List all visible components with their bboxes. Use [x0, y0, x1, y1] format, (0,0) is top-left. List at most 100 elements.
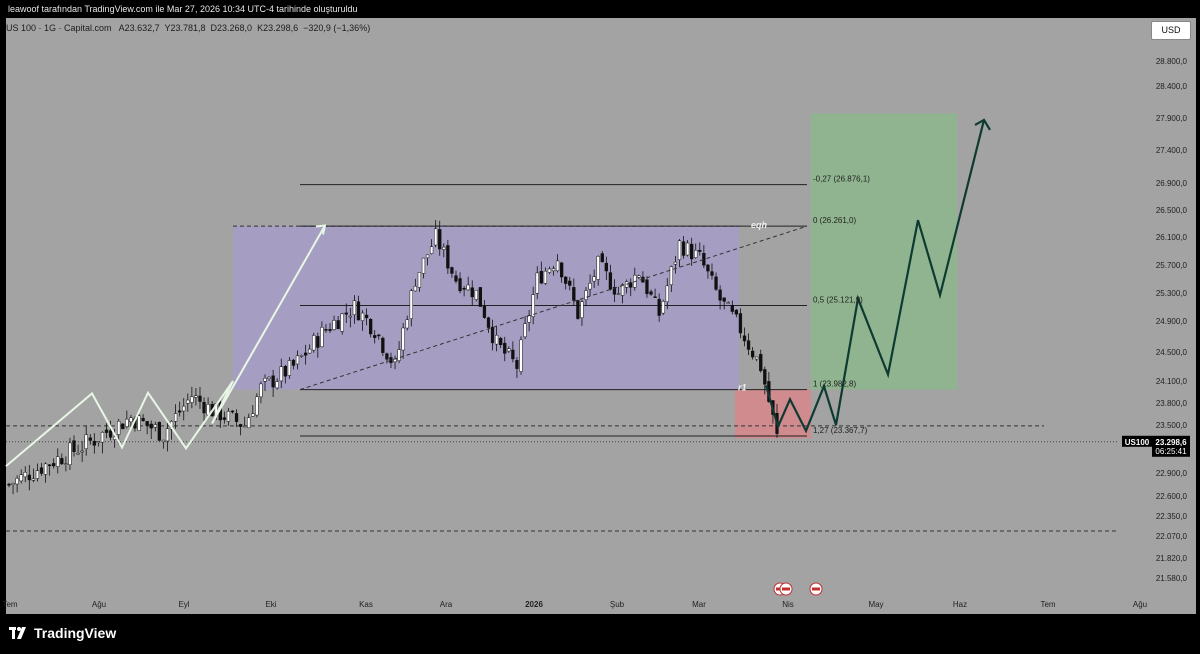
y-axis-tick-label: 23.500,0: [1156, 421, 1188, 430]
candle-body: [653, 296, 657, 298]
candle-body: [226, 411, 231, 422]
tradingview-logo[interactable]: TradingView: [9, 625, 116, 641]
candle-body: [202, 402, 206, 414]
candle-body: [348, 315, 352, 318]
candle-body: [442, 246, 446, 250]
candle-body: [100, 432, 105, 443]
candle-body: [80, 450, 84, 453]
candle-body: [718, 289, 722, 301]
candle-body: [121, 423, 125, 430]
candle-body: [35, 470, 40, 479]
candle-body: [271, 375, 275, 388]
candle-body: [145, 421, 149, 426]
candle-body: [84, 434, 88, 449]
candle-body: [446, 245, 450, 269]
candle-body: [263, 377, 267, 382]
candle-body: [299, 355, 304, 357]
candle-body: [369, 319, 373, 335]
candle-body: [466, 284, 470, 291]
price-label-value: 23.298,6: [1155, 438, 1187, 447]
candle-body: [385, 353, 389, 360]
candle-body: [580, 301, 584, 318]
candle-body: [125, 418, 129, 427]
y-axis-tick-label: 21.820,0: [1156, 554, 1188, 563]
y-axis-tick-label: 25.700,0: [1156, 261, 1188, 270]
y-axis-tick-label: 24.500,0: [1156, 348, 1188, 357]
candle-body: [629, 282, 633, 288]
y-axis-tick-label: 22.070,0: [1156, 532, 1188, 541]
candle-body: [397, 349, 401, 361]
candle-body: [555, 260, 560, 272]
y-axis-tick-label: 22.600,0: [1156, 492, 1188, 501]
currency-button[interactable]: USD: [1151, 21, 1191, 40]
candle-body: [194, 395, 198, 398]
candle-body: [178, 410, 182, 413]
candle-body: [738, 313, 743, 334]
candle-body: [316, 336, 320, 348]
y-axis-tick-label: 24.100,0: [1156, 377, 1188, 386]
candle-body: [332, 320, 336, 330]
annotation-eqh: eqh: [751, 220, 768, 230]
candle-body: [141, 417, 145, 422]
x-axis-tick-label: Kas: [359, 600, 373, 609]
candle-body: [360, 312, 365, 321]
candle-body: [507, 348, 511, 352]
candle-body: [438, 229, 442, 250]
candle-body: [117, 420, 121, 435]
candle-body: [356, 301, 361, 321]
candle-body: [11, 483, 15, 485]
candle-body: [750, 350, 755, 358]
candle-body: [755, 356, 759, 360]
candle-body: [742, 335, 747, 342]
price-label-symbol: US100: [1125, 438, 1150, 447]
candle-body: [604, 262, 608, 272]
candle-body: [535, 272, 539, 294]
candle-body: [243, 425, 247, 428]
candle-body: [511, 349, 515, 360]
candle-body: [462, 288, 466, 290]
candle-body: [454, 275, 458, 282]
attribution-bar: leawoof tarafından TradingView.com ile M…: [0, 0, 1200, 18]
candle-body: [56, 456, 60, 467]
candle-body: [405, 319, 409, 329]
x-axis-tick-label: Mar: [692, 600, 706, 609]
candle-body: [694, 249, 698, 258]
candle-body: [486, 317, 491, 328]
candle-body: [344, 312, 348, 315]
price-label-box: [1152, 435, 1190, 457]
candle-body: [588, 282, 592, 290]
candle-body: [165, 428, 170, 442]
candle-body: [649, 291, 653, 295]
candle-body: [72, 440, 76, 452]
candle-body: [759, 354, 763, 372]
candle-body: [490, 326, 495, 344]
candle-body: [287, 360, 292, 376]
y-axis-tick-label: 27.400,0: [1156, 146, 1188, 155]
price-chart[interactable]: -0,27 (26.876,1) 0 (26.261,0) 0,5 (25.121,…: [0, 0, 1200, 614]
footer-bar: [0, 614, 1200, 654]
candle-body: [470, 287, 474, 298]
candle-body: [161, 439, 166, 442]
candle-body: [637, 275, 641, 278]
candle-body: [734, 309, 739, 315]
candle-body: [295, 355, 300, 365]
candle-body: [137, 415, 141, 431]
candle-body: [15, 478, 19, 485]
candle-body: [539, 271, 543, 284]
x-axis-tick-label: Haz: [953, 600, 967, 609]
candle-body: [182, 405, 186, 412]
candle-body: [551, 268, 556, 272]
y-axis-tick-label: 28.400,0: [1156, 82, 1188, 91]
x-axis-tick-label: Ara: [440, 600, 453, 609]
price-label-symbol-box: [1122, 435, 1152, 447]
candle-body: [19, 474, 23, 482]
candle-body: [320, 327, 324, 348]
candle-body: [283, 365, 287, 377]
candle-body: [425, 254, 430, 259]
candle-body: [43, 463, 48, 475]
price-label-countdown: 06:25:41: [1155, 447, 1187, 456]
candle-body: [564, 276, 568, 284]
candle-body: [600, 253, 604, 263]
candle-body: [267, 376, 271, 379]
candle-body: [474, 289, 478, 300]
